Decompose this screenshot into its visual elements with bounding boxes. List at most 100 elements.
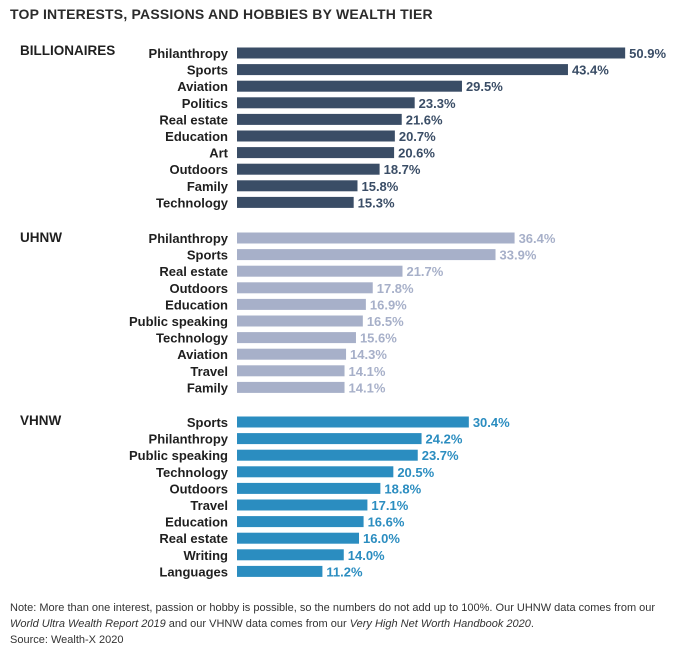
billionaires-label-real-estate: Real estate [159,112,228,127]
billionaires-value-education: 20.7% [399,129,436,144]
vhnw-value-real-estate: 16.0% [363,531,400,546]
uhnw-label-public-speaking: Public speaking [129,314,228,329]
uhnw-value-education: 16.9% [370,297,407,312]
billionaires-label-family: Family [187,179,229,194]
uhnw-label-outdoors: Outdoors [170,281,229,296]
bar-chart: BILLIONAIRES Philanthropy 50.9% Sports 43.4%… [20,43,666,579]
uhnw-value-travel: 14.1% [349,364,386,379]
uhnw-label-aviation: Aviation [177,347,228,362]
uhnw-value-real-estate: 21.7% [406,264,443,279]
uhnw-label-technology: Technology [156,331,229,346]
uhnw-label-travel: Travel [190,364,228,379]
chart-title: TOP INTERESTS, PASSIONS AND HOBBIES BY W… [10,6,433,22]
billionaires-label-outdoors: Outdoors [170,162,229,177]
vhnw-label-real-estate: Real estate [159,531,228,546]
uhnw-value-philanthropy: 36.4% [519,231,556,246]
uhnw-value-public-speaking: 16.5% [367,314,404,329]
billionaires-value-family: 15.8% [361,179,398,194]
billionaires-bar-aviation [237,80,462,92]
uhnw-bar-public-speaking [237,315,363,327]
billionaires-label-sports: Sports [187,63,228,78]
vhnw-value-public-speaking: 23.7% [422,448,459,463]
note-report-2: Very High Net Worth Handbook 2020 [349,618,531,630]
uhnw-value-technology: 15.6% [360,331,397,346]
uhnw-label-real-estate: Real estate [159,264,228,279]
vhnw-label-technology: Technology [156,465,229,480]
billionaires-bar-family [237,180,358,192]
billionaires-label-aviation: Aviation [177,79,228,94]
billionaires-label-technology: Technology [156,195,229,210]
vhnw-bar-technology [237,466,394,478]
uhnw-label-philanthropy: Philanthropy [149,231,229,246]
vhnw-value-languages: 11.2% [326,564,363,579]
billionaires-label-art: Art [209,146,228,161]
group-label-uhnw: UHNW [20,230,62,245]
uhnw-bar-technology [237,332,356,344]
uhnw-label-family: Family [187,380,229,395]
vhnw-label-philanthropy: Philanthropy [149,432,229,447]
uhnw-bar-philanthropy [237,232,515,244]
vhnw-value-writing: 14.0% [348,548,385,563]
chart-note: Note: More than one interest, passion or… [10,600,670,632]
group-label-vhnw: VHNW [20,413,62,428]
uhnw-bar-sports [237,249,496,261]
billionaires-bar-politics [237,97,415,109]
vhnw-label-public-speaking: Public speaking [129,448,228,463]
uhnw-label-sports: Sports [187,248,228,263]
vhnw-value-philanthropy: 24.2% [426,432,463,447]
vhnw-value-outdoors: 18.8% [384,481,421,496]
billionaires-value-outdoors: 18.7% [384,162,421,177]
note-text-1: Note: More than one interest, passion or… [10,602,656,614]
vhnw-value-technology: 20.5% [397,465,434,480]
vhnw-label-travel: Travel [190,498,228,513]
vhnw-value-travel: 17.1% [371,498,408,513]
uhnw-value-family: 14.1% [349,380,386,395]
billionaires-label-education: Education [165,129,228,144]
vhnw-label-sports: Sports [187,415,228,430]
uhnw-bar-education [237,298,366,310]
billionaires-label-politics: Politics [182,96,228,111]
billionaires-bar-education [237,130,395,142]
billionaires-bar-outdoors [237,163,380,175]
uhnw-bar-real-estate [237,265,403,277]
billionaires-bar-real-estate [237,113,402,125]
billionaires-value-art: 20.6% [398,146,435,161]
uhnw-bar-aviation [237,348,347,360]
billionaires-bar-sports [237,64,568,76]
vhnw-bar-travel [237,499,368,511]
billionaires-label-philanthropy: Philanthropy [149,46,229,61]
note-text-2: and our VHNW data comes from our [165,618,350,630]
billionaires-value-politics: 23.3% [419,96,456,111]
vhnw-label-outdoors: Outdoors [170,481,229,496]
vhnw-label-languages: Languages [159,564,228,579]
billionaires-bar-technology [237,196,354,208]
vhnw-bar-real-estate [237,532,360,544]
billionaires-value-aviation: 29.5% [466,79,503,94]
chart-source: Source: Wealth-X 2020 [10,634,124,646]
vhnw-value-education: 16.6% [368,515,405,530]
vhnw-value-sports: 30.4% [473,415,510,430]
group-label-billionaires: BILLIONAIRES [20,43,115,58]
billionaires-value-real-estate: 21.6% [406,112,443,127]
billionaires-value-sports: 43.4% [572,63,609,78]
note-report-1: World Ultra Wealth Report 2019 [10,618,166,630]
billionaires-value-technology: 15.3% [358,195,395,210]
vhnw-label-education: Education [165,515,228,530]
uhnw-value-sports: 33.9% [500,248,537,263]
vhnw-label-writing: Writing [183,548,228,563]
vhnw-bar-writing [237,549,344,561]
vhnw-bar-outdoors [237,482,381,494]
note-text-3: . [530,618,534,630]
vhnw-bar-education [237,516,364,528]
vhnw-bar-philanthropy [237,433,422,445]
uhnw-bar-outdoors [237,282,373,294]
vhnw-bar-languages [237,565,323,577]
uhnw-value-aviation: 14.3% [350,347,387,362]
billionaires-value-philanthropy: 50.9% [629,46,666,61]
uhnw-bar-travel [237,365,345,377]
vhnw-bar-sports [237,416,469,428]
uhnw-bar-family [237,381,345,393]
billionaires-bar-philanthropy [237,47,626,59]
billionaires-bar-art [237,147,395,159]
uhnw-label-education: Education [165,297,228,312]
